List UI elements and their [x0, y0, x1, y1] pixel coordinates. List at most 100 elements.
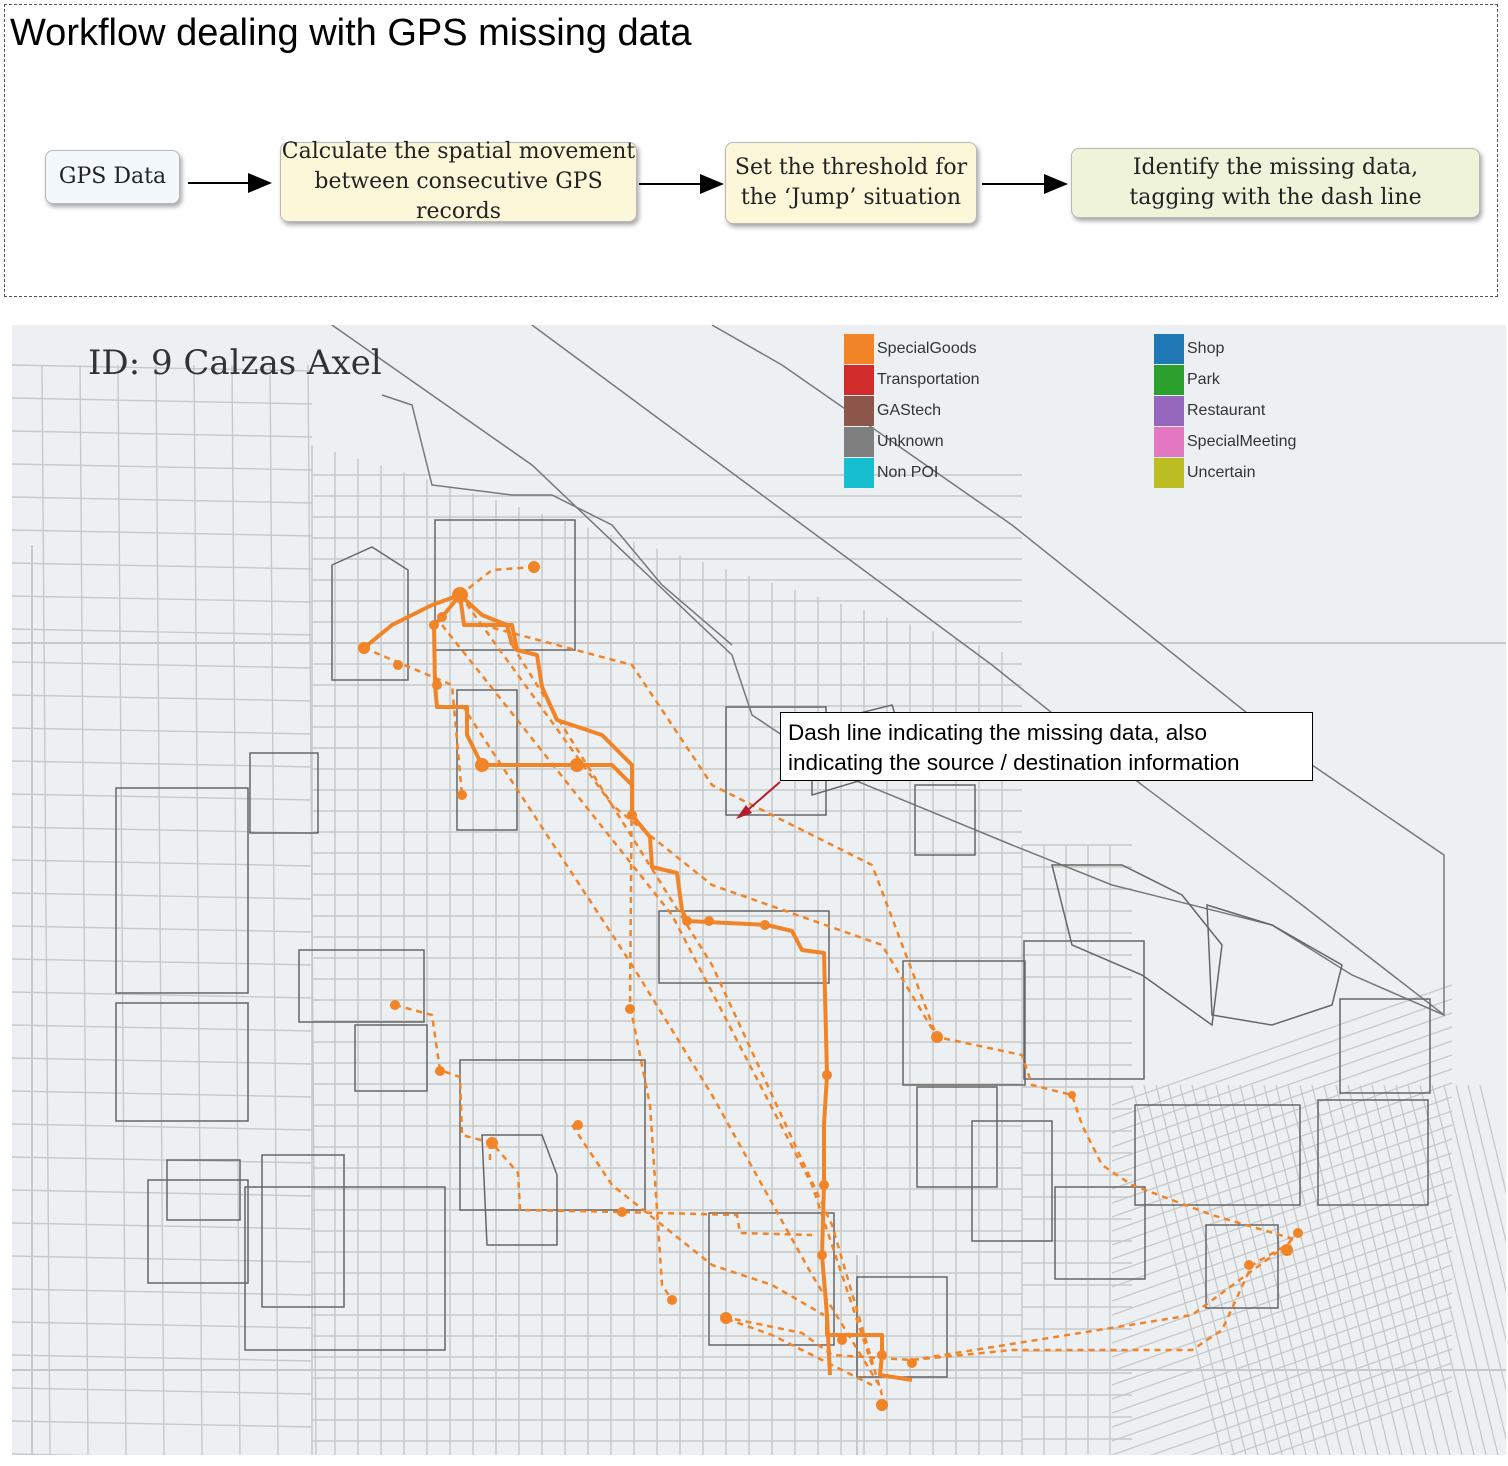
- legend-swatch: [844, 457, 874, 488]
- trajectory-stop: [817, 1250, 827, 1260]
- road-segment: [12, 628, 313, 636]
- legend-label: Shop: [1187, 339, 1225, 357]
- annotation-line2: indicating the source / destination info…: [788, 750, 1240, 775]
- road-segment: [41, 364, 51, 1455]
- legend-item-uncertain: Uncertain: [1154, 457, 1255, 488]
- trajectory-gap: [726, 1317, 873, 1387]
- road-segment: [1395, 1084, 1487, 1455]
- road-segment: [12, 727, 313, 735]
- trajectory-stop: [573, 1120, 583, 1130]
- step-label-line2: between consecutive GPS records: [314, 169, 603, 224]
- road-segment: [1431, 1084, 1506, 1392]
- road-segment: [12, 595, 313, 603]
- road-segment: [155, 364, 165, 1455]
- road-segment: [12, 760, 313, 768]
- legend-item-specialgoods: SpecialGoods: [844, 333, 977, 364]
- road-segment: [12, 1387, 313, 1395]
- legend-swatch: [844, 395, 874, 426]
- trajectory-gap: [459, 565, 535, 596]
- poi-boundaries: [115, 519, 1431, 1378]
- trajectory-stop: [682, 916, 692, 926]
- trajectory-stop: [667, 1295, 677, 1305]
- trajectory-stop: [1244, 1260, 1254, 1270]
- road-segment: [12, 892, 313, 900]
- road-segment: [1347, 1084, 1439, 1455]
- road-segment: [12, 463, 313, 471]
- legend-item-unknown: Unknown: [844, 426, 944, 457]
- trajectory-stop: [819, 1180, 829, 1190]
- trajectory-stop: [627, 810, 637, 820]
- legend-label: SpecialMeeting: [1187, 432, 1297, 450]
- road-segment: [12, 694, 313, 702]
- trajectory-route: [458, 594, 832, 1376]
- road-segment: [1111, 1124, 1453, 1246]
- legend-swatch: [844, 364, 874, 395]
- road-segment: [79, 364, 89, 1455]
- legend-swatch: [1154, 364, 1184, 395]
- trajectory-route: [825, 1315, 913, 1382]
- road-segment: [12, 1453, 98, 1455]
- road-segment: [1467, 1084, 1506, 1244]
- road-segment: [1111, 1180, 1453, 1302]
- road-segment: [1479, 1084, 1506, 1195]
- trajectory-gap: [570, 1124, 825, 1317]
- step-set-threshold: Set the threshold for the ‘Jump’ situati…: [725, 142, 977, 224]
- road-segment: [1111, 1334, 1453, 1455]
- legend-label: Park: [1187, 370, 1220, 388]
- road-segment: [12, 1057, 313, 1065]
- road-segment: [12, 364, 313, 372]
- workflow-panel: [4, 4, 1498, 297]
- legend-swatch: [844, 426, 874, 457]
- road-segment: [1407, 1084, 1499, 1455]
- legend-swatch: [1154, 395, 1184, 426]
- road-segment: [1323, 1084, 1415, 1455]
- flow-arrows: [188, 173, 1068, 194]
- legend-label: Non POI: [877, 463, 939, 481]
- road-segment: [1111, 1068, 1453, 1190]
- road-segment: [12, 859, 313, 867]
- road-segment: [1111, 1040, 1453, 1162]
- legend-item-shop: Shop: [1154, 333, 1224, 364]
- annotation-arrowhead: [736, 805, 752, 819]
- road-segment: [1191, 1084, 1283, 1455]
- step-identify-missing: Identify the missing data, tagging with …: [1071, 148, 1480, 218]
- trajectory-stop: [1293, 1228, 1303, 1238]
- road-segment: [12, 991, 313, 999]
- road-segment: [1111, 1026, 1453, 1148]
- trajectory-gap: [481, 623, 939, 1038]
- road-segment: [231, 364, 241, 1455]
- road-segment: [1111, 1306, 1453, 1428]
- road-segment: [1275, 1084, 1367, 1455]
- trajectory-gap: [510, 644, 884, 1396]
- trajectory-stop: [877, 1350, 887, 1360]
- trajectory-stop: [876, 1399, 888, 1411]
- road-segment: [1111, 1236, 1453, 1358]
- trajectory-stop: [1281, 1244, 1293, 1256]
- road-segment: [1111, 1292, 1453, 1414]
- trajectory-stop: [437, 612, 447, 622]
- trajectory-stop: [486, 1137, 498, 1149]
- trajectory-stop: [822, 1070, 832, 1080]
- road-segment: [1111, 1138, 1453, 1260]
- trajectory-gap: [363, 646, 464, 796]
- legend-swatch: [1154, 333, 1184, 364]
- trajectory-stop: [617, 1207, 627, 1217]
- road-segment: [12, 958, 313, 966]
- road-segment: [1263, 1084, 1355, 1455]
- road-segment: [12, 562, 313, 570]
- road-segment: [1383, 1084, 1475, 1455]
- road-segment: [12, 529, 313, 537]
- workflow-title: Workflow dealing with GPS missing data: [10, 12, 692, 54]
- step-label-line1: Set the threshold for: [734, 155, 968, 180]
- trajectory-stop: [1068, 1091, 1076, 1099]
- annotation-line1: Dash line indicating the missing data, a…: [788, 720, 1207, 745]
- road-segment: [1215, 1084, 1307, 1455]
- road-segment: [1111, 1166, 1453, 1288]
- step-label-line2: the ‘Jump’ situation: [740, 185, 962, 210]
- legend-label: SpecialGoods: [877, 339, 977, 357]
- road-segment: [1111, 998, 1453, 1120]
- road-segment: [1359, 1084, 1451, 1455]
- trajectory-stop: [457, 790, 467, 800]
- trajectory-stop: [429, 620, 439, 630]
- trajectory-stop: [528, 561, 540, 573]
